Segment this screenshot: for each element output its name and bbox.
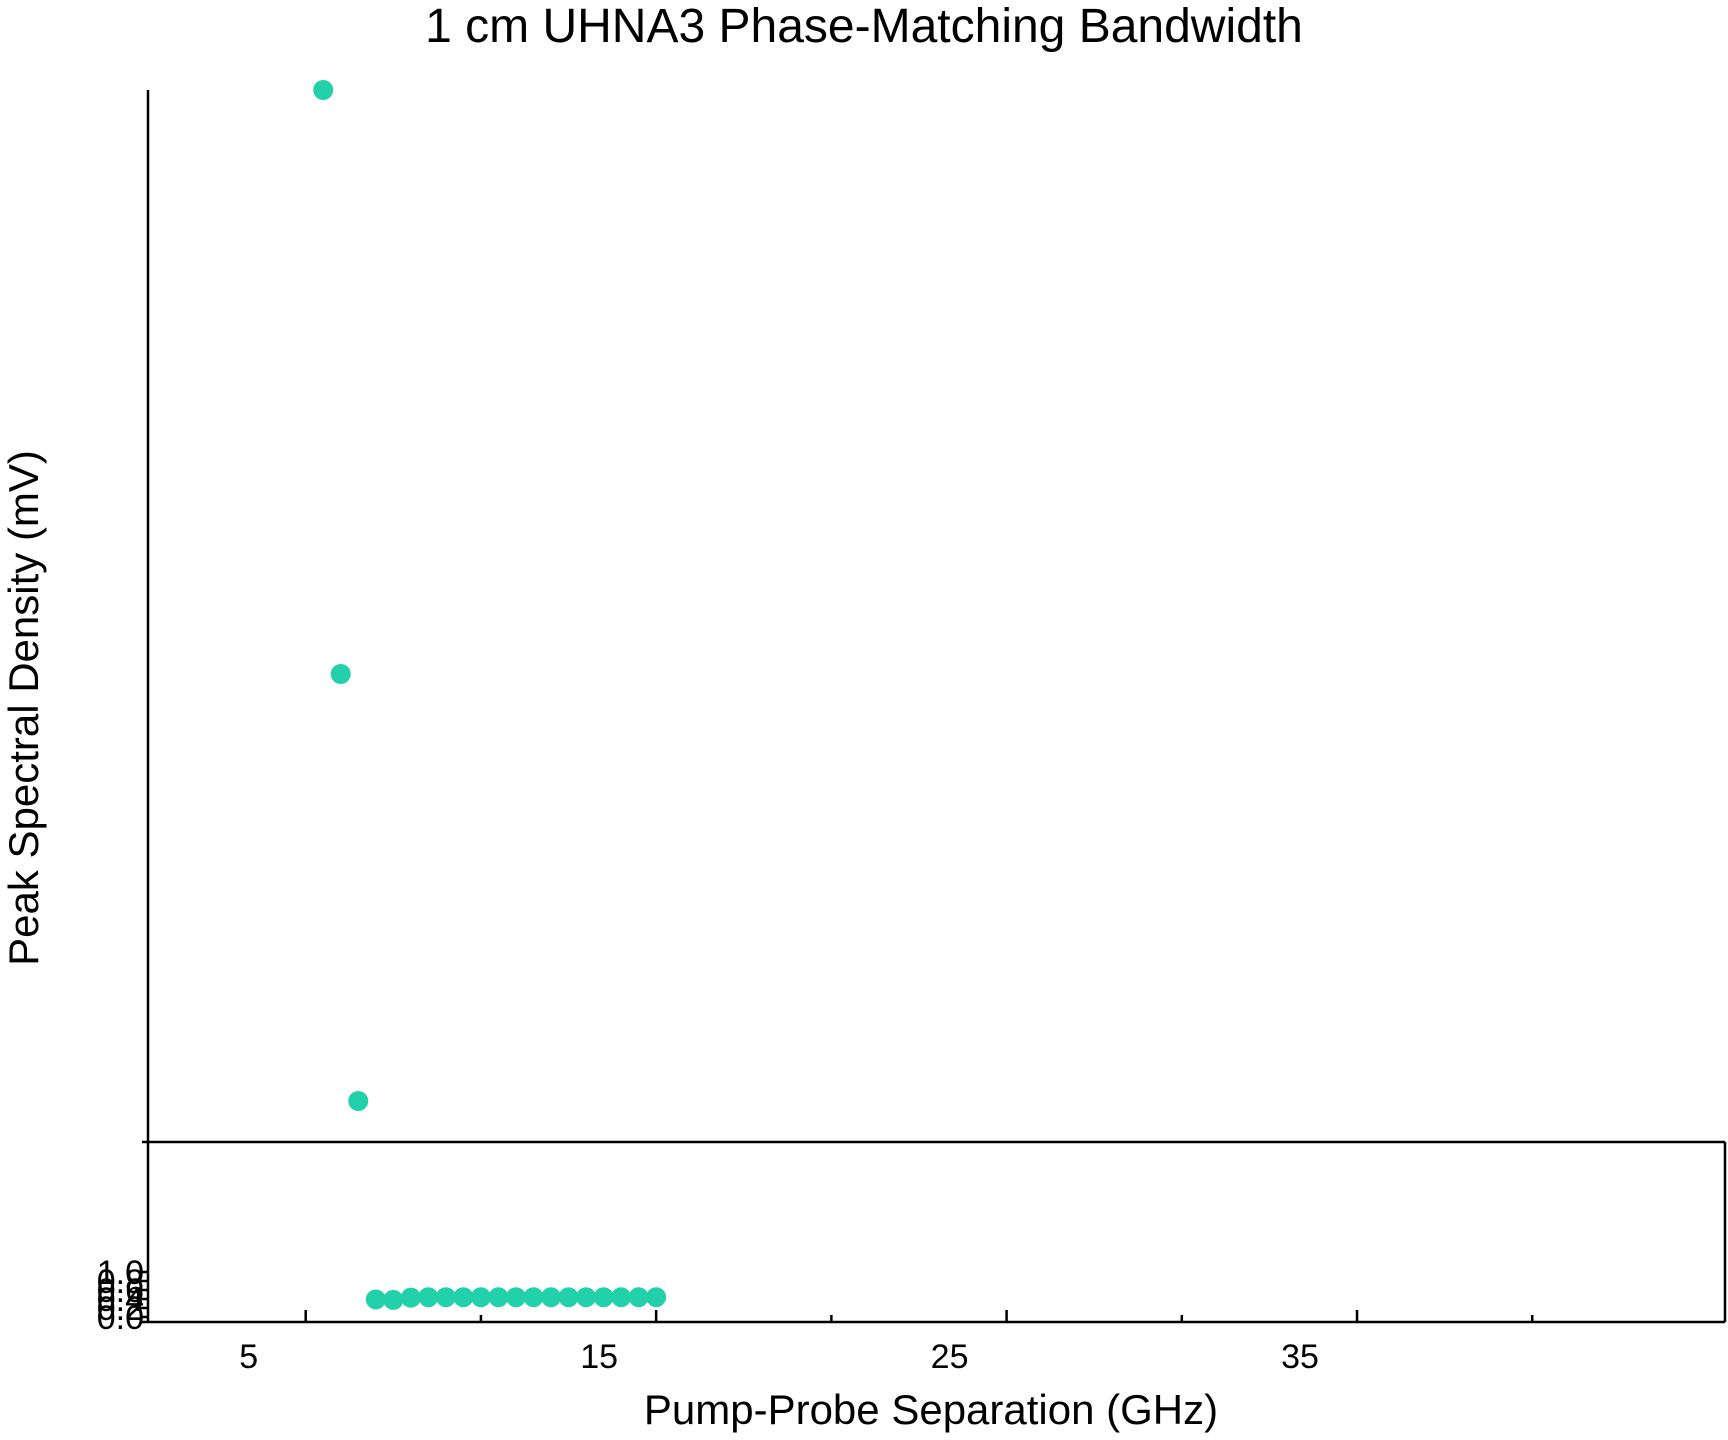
data-point xyxy=(558,1287,579,1308)
y-tick-label: 1.0 xyxy=(97,1254,144,1292)
x-tick-label: 25 xyxy=(931,1338,969,1376)
y-axis-label: Peak Spectral Density (mV) xyxy=(0,450,47,966)
axes xyxy=(142,90,1727,1324)
data-point xyxy=(400,1287,421,1308)
data-point xyxy=(383,1289,404,1310)
y-tick-label: 0.6 xyxy=(97,1272,144,1310)
y-tick-label: 0.2 xyxy=(97,1290,144,1328)
data-point xyxy=(488,1287,509,1308)
x-axis-label: Pump-Probe Separation (GHz) xyxy=(644,1386,1218,1433)
data-point xyxy=(541,1287,562,1308)
y-tick-label: 0.8 xyxy=(97,1263,144,1301)
data-point xyxy=(576,1287,597,1308)
y-ticks: 0.00.20.40.60.81.0 xyxy=(97,1254,148,1337)
data-point xyxy=(313,80,334,100)
data-point xyxy=(611,1287,632,1308)
data-point xyxy=(646,1287,667,1308)
x-tick-label: 15 xyxy=(580,1338,618,1376)
data-point xyxy=(523,1287,544,1308)
chart-title: 1 cm UHNA3 Phase-Matching Bandwidth xyxy=(425,0,1303,53)
y-tick-label: 0.4 xyxy=(97,1281,144,1319)
data-point xyxy=(505,1287,526,1308)
data-point xyxy=(593,1287,614,1308)
x-tick-label: 35 xyxy=(1281,1338,1319,1376)
data-point xyxy=(628,1287,649,1308)
data-point xyxy=(365,1289,386,1310)
data-point xyxy=(435,1287,456,1308)
y-tick-label: 0.0 xyxy=(97,1299,144,1337)
x-tick-label: 5 xyxy=(239,1338,258,1376)
data-point xyxy=(453,1287,474,1308)
data-point xyxy=(348,1091,369,1111)
data-points xyxy=(313,80,667,1310)
data-point xyxy=(418,1287,439,1308)
data-point xyxy=(470,1287,491,1308)
data-point xyxy=(330,664,351,684)
x-ticks: 5 15 25 35 xyxy=(239,1310,1534,1376)
